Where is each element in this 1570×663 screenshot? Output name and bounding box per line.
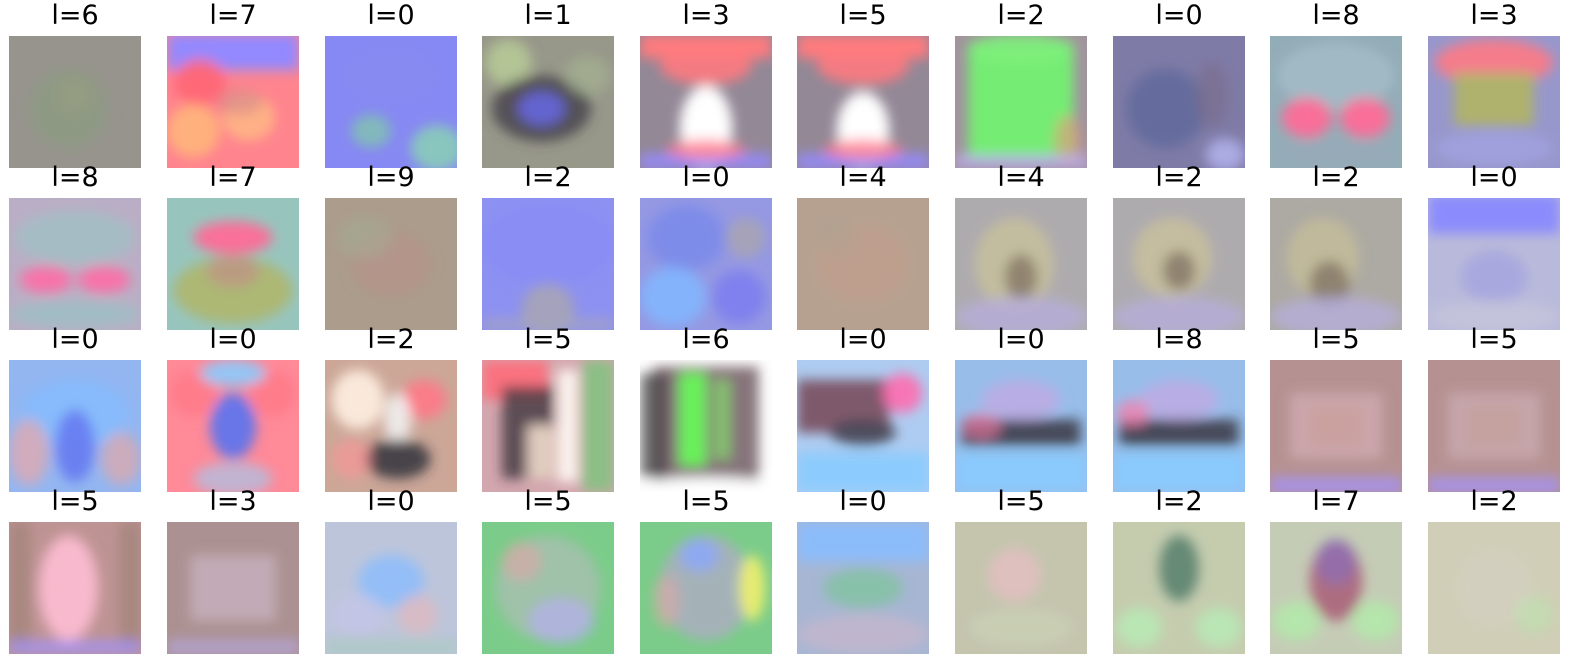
sample-image: [325, 36, 457, 168]
sample-label: l=5: [839, 0, 887, 31]
sample-label: l=2: [1155, 486, 1203, 517]
sample-image: [955, 36, 1087, 168]
sample-label: l=0: [367, 0, 415, 31]
sample-label: l=7: [209, 0, 257, 31]
sample-label: l=3: [682, 0, 730, 31]
sample-image: [167, 198, 299, 330]
sample-label: l=7: [1312, 486, 1360, 517]
sample-label: l=2: [1312, 162, 1360, 193]
sample-label: l=0: [367, 486, 415, 517]
sample-label: l=7: [209, 162, 257, 193]
sample-image: [640, 198, 772, 330]
sample-label: l=0: [1470, 162, 1518, 193]
sample-image: [1113, 36, 1245, 168]
sample-label: l=6: [682, 324, 730, 355]
sample-image: [1113, 360, 1245, 492]
sample-image: [325, 198, 457, 330]
sample-label: l=5: [1312, 324, 1360, 355]
sample-label: l=0: [1155, 0, 1203, 31]
sample-image: [640, 360, 772, 492]
sample-image: [640, 522, 772, 654]
sample-label: l=4: [997, 162, 1045, 193]
sample-image: [482, 36, 614, 168]
sample-label: l=8: [51, 162, 99, 193]
sample-label: l=9: [367, 162, 415, 193]
sample-image: [1270, 360, 1402, 492]
sample-label: l=3: [1470, 0, 1518, 31]
sample-label: l=2: [997, 0, 1045, 31]
sample-image: [797, 198, 929, 330]
sample-label: l=5: [524, 324, 572, 355]
sample-label: l=1: [524, 0, 572, 31]
sample-image: [167, 360, 299, 492]
sample-label: l=2: [1155, 162, 1203, 193]
sample-label: l=0: [682, 162, 730, 193]
sample-label: l=4: [839, 162, 887, 193]
sample-image: [482, 198, 614, 330]
sample-image: [1113, 522, 1245, 654]
sample-label: l=5: [997, 486, 1045, 517]
sample-label: l=5: [682, 486, 730, 517]
sample-image: [482, 522, 614, 654]
sample-label: l=5: [51, 486, 99, 517]
sample-image: [955, 522, 1087, 654]
sample-image: [797, 522, 929, 654]
sample-image: [1270, 522, 1402, 654]
sample-image: [640, 36, 772, 168]
sample-image: [1113, 198, 1245, 330]
sample-image: [325, 360, 457, 492]
sample-image: [955, 360, 1087, 492]
sample-image: [797, 360, 929, 492]
sample-label: l=2: [524, 162, 572, 193]
sample-label: l=8: [1312, 0, 1360, 31]
sample-image: [325, 522, 457, 654]
sample-image: [9, 360, 141, 492]
sample-image: [1270, 198, 1402, 330]
sample-image: [9, 522, 141, 654]
sample-image: [9, 198, 141, 330]
sample-label: l=0: [51, 324, 99, 355]
sample-image: [1428, 198, 1560, 330]
sample-image: [955, 198, 1087, 330]
sample-image: [1428, 36, 1560, 168]
sample-label: l=6: [51, 0, 99, 31]
sample-label: l=0: [839, 324, 887, 355]
sample-label: l=0: [209, 324, 257, 355]
sample-image: [167, 36, 299, 168]
sample-image: [1428, 360, 1560, 492]
sample-label: l=0: [839, 486, 887, 517]
sample-image: [482, 360, 614, 492]
sample-image: [1428, 522, 1560, 654]
sample-label: l=5: [1470, 324, 1518, 355]
sample-image: [1270, 36, 1402, 168]
sample-image: [167, 522, 299, 654]
sample-image: [797, 36, 929, 168]
sample-label: l=0: [997, 324, 1045, 355]
sample-label: l=8: [1155, 324, 1203, 355]
sample-image: [9, 36, 141, 168]
sample-label: l=2: [367, 324, 415, 355]
sample-label: l=2: [1470, 486, 1518, 517]
sample-label: l=3: [209, 486, 257, 517]
sample-label: l=5: [524, 486, 572, 517]
